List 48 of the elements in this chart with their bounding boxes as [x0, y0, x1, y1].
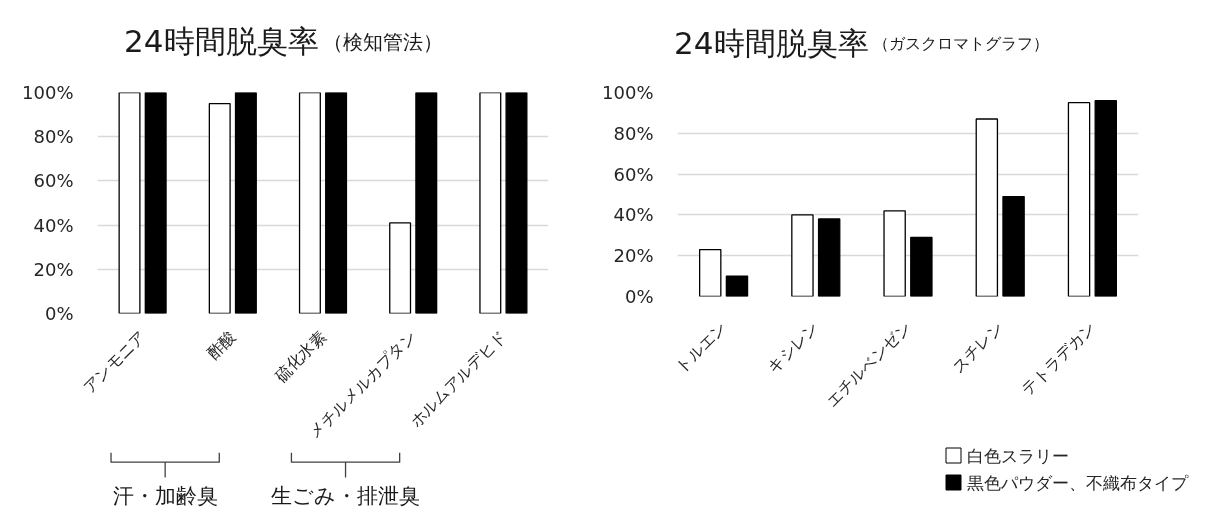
x-tick-label: トルエン	[671, 317, 731, 377]
bar	[1094, 100, 1118, 297]
x-tick-label: 硫化水素	[271, 326, 330, 386]
x-tick-label: スチレン	[948, 317, 1007, 377]
bar	[389, 222, 412, 314]
x-tick-label: テトラデカン	[1017, 317, 1100, 400]
y-tick-label: 0%	[624, 286, 654, 307]
bar	[791, 214, 814, 297]
y-tick-label: 20%	[613, 245, 654, 267]
bar	[325, 92, 348, 314]
x-tick-label: キシレン	[763, 317, 823, 377]
y-tick-label: 100%	[602, 82, 654, 103]
y-tick-label: 60%	[33, 170, 74, 192]
bar	[910, 236, 933, 297]
y-tick-label: 20%	[33, 258, 74, 280]
chart-subtitle: （検知管法）	[322, 29, 443, 54]
y-tick-label: 40%	[613, 204, 654, 226]
bar	[505, 92, 528, 314]
x-tick-label: アンモニア	[79, 326, 150, 397]
bar	[1067, 102, 1091, 297]
x-tick-label: 酢酸	[203, 326, 240, 363]
y-tick-label: 80%	[33, 126, 74, 148]
chart-subtitle: （ガスクロマトグラフ）	[872, 34, 1049, 53]
bar	[725, 275, 749, 297]
y-tick-label: 40%	[33, 214, 74, 236]
bar	[1002, 195, 1025, 297]
text: 生ごみ・排泄臭	[271, 484, 421, 509]
chart-title: 24時間脱臭率	[674, 24, 869, 61]
y-tick-label: 0%	[44, 303, 74, 324]
x-tick-label: エチルベンゼン	[822, 317, 915, 411]
text: 汗・加齢臭	[112, 484, 218, 509]
bar	[698, 248, 722, 297]
bar	[479, 92, 502, 314]
legend-label: 黒色パウダー、不織布タイプ	[966, 472, 1189, 493]
legend-label: 白色スラリー	[966, 445, 1069, 466]
y-tick-label: 80%	[613, 122, 654, 144]
bar	[208, 102, 231, 314]
bar	[975, 118, 999, 297]
chart-title: 24時間脱臭率	[124, 22, 319, 59]
bar	[883, 210, 906, 297]
bar	[118, 92, 141, 314]
bar	[144, 92, 167, 314]
bar	[298, 92, 321, 314]
bar	[415, 92, 438, 314]
y-tick-label: 100%	[22, 82, 74, 103]
y-tick-label: 60%	[613, 163, 654, 185]
bar	[234, 92, 257, 314]
bar	[817, 218, 841, 297]
